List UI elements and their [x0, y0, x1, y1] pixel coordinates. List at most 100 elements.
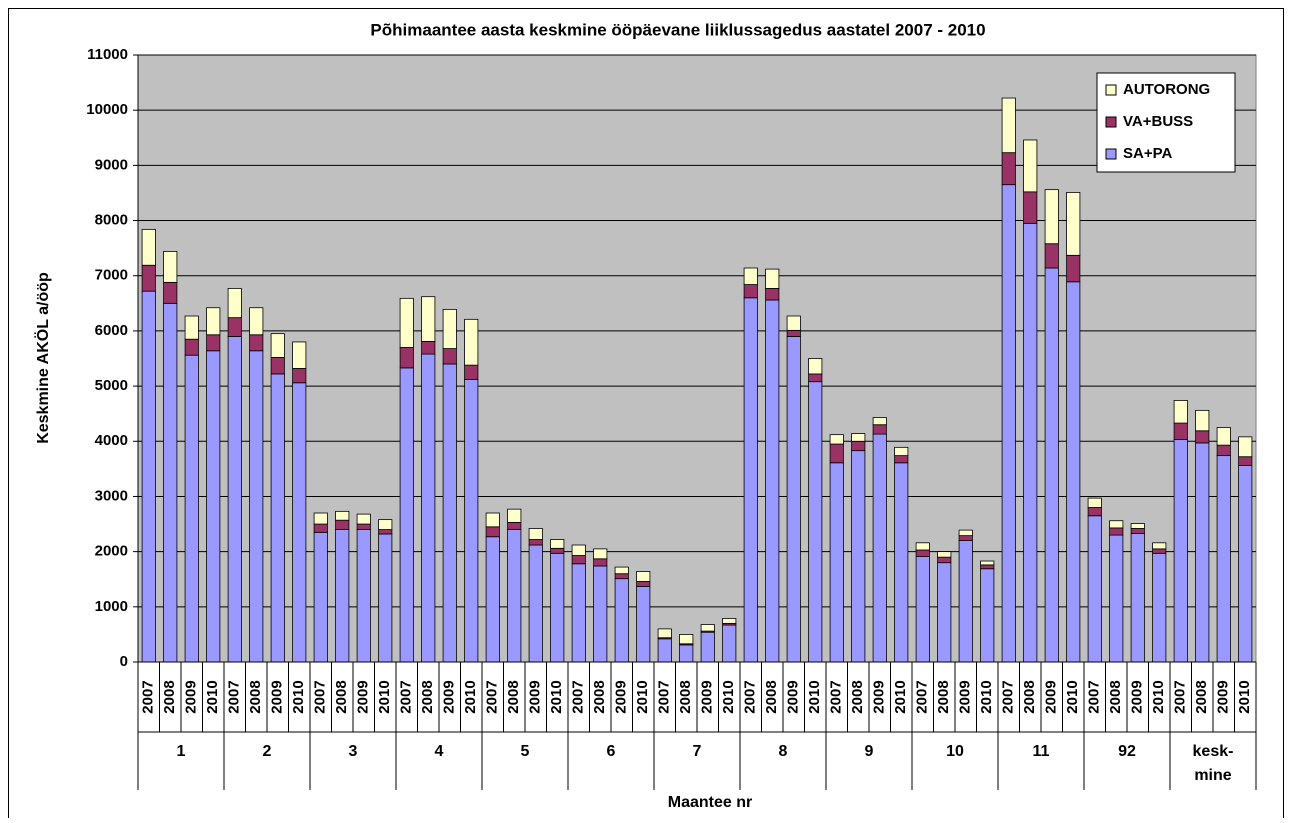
- bar-segment: [550, 539, 565, 549]
- bar-segment: [1216, 427, 1231, 446]
- bar-segment: [958, 540, 973, 663]
- bar-segment: [485, 512, 500, 528]
- x-tick-label: 2007: [1086, 680, 1103, 713]
- bar-segment: [829, 443, 844, 464]
- bar-segment: [335, 529, 350, 663]
- y-tick-label: 3000: [95, 487, 128, 504]
- bar-segment: [765, 288, 780, 301]
- bar-segment: [765, 299, 780, 663]
- bar-segment: [550, 547, 565, 554]
- x-tick-label: 2009: [785, 680, 802, 713]
- legend: AUTORONG VA+BUSS SA+PA: [1096, 72, 1236, 173]
- bar-segment: [980, 568, 995, 663]
- x-tick-label: 2007: [226, 680, 243, 713]
- legend-box: [1096, 72, 1236, 173]
- x-tick-label: 2009: [613, 680, 630, 713]
- bar-segment: [356, 529, 371, 663]
- bar-segment: [507, 521, 522, 530]
- x-tick-label: 2008: [333, 680, 350, 713]
- y-tick-label: 6000: [95, 322, 128, 339]
- bar-segment: [894, 455, 909, 464]
- bar-segment: [700, 624, 715, 632]
- bar-segment: [679, 644, 694, 663]
- bar-segment: [743, 284, 758, 299]
- x-tick-label: 2009: [871, 680, 888, 713]
- bar-segment: [894, 446, 909, 457]
- bar-segment: [206, 334, 221, 352]
- group-label: 92: [1118, 743, 1136, 760]
- x-tick-label: 2008: [849, 680, 866, 713]
- bar-segment: [528, 544, 543, 663]
- x-tick-label: 2008: [591, 680, 608, 713]
- x-tick-label: 2009: [957, 680, 974, 713]
- bar-segment: [743, 267, 758, 285]
- bar-segment: [1173, 422, 1188, 441]
- x-tick-label: 2010: [462, 680, 479, 713]
- bar-segment: [550, 552, 565, 663]
- bar-segment: [636, 586, 651, 663]
- bar-segment: [915, 556, 930, 663]
- bar-segment: [464, 379, 479, 663]
- bar-segment: [1173, 400, 1188, 424]
- bar-segment: [292, 341, 307, 369]
- x-tick-label: 2007: [484, 680, 501, 713]
- chart-border: [8, 8, 1284, 823]
- x-tick-label: 2009: [699, 680, 716, 713]
- bar-segment: [808, 373, 823, 383]
- x-tick-label: 2007: [914, 680, 931, 713]
- x-tick-label: 2010: [376, 680, 393, 713]
- legend-label: SA+PA: [1123, 145, 1172, 162]
- bar-segment: [915, 549, 930, 558]
- group-label: 3: [348, 743, 358, 760]
- bar-segment: [1152, 552, 1167, 663]
- bar-segment: [249, 334, 264, 352]
- bar-segment: [442, 363, 457, 663]
- bar-segment: [1173, 439, 1188, 663]
- bar-segment: [700, 631, 715, 663]
- bar-segment: [872, 417, 887, 426]
- bar-segment: [980, 564, 995, 570]
- x-tick-label: 2009: [441, 680, 458, 713]
- group-label: 8: [778, 743, 788, 760]
- bar-segment: [937, 556, 952, 564]
- bar-segment: [1066, 281, 1081, 663]
- bar-segment: [872, 433, 887, 663]
- bar-segment: [593, 558, 608, 567]
- bar-segment: [163, 302, 178, 663]
- bar-segment: [313, 531, 328, 663]
- bar-segment: [1001, 97, 1016, 154]
- bar-segment: [227, 336, 242, 663]
- bar-segment: [1238, 465, 1253, 663]
- bar-segment: [958, 535, 973, 541]
- legend-swatch: [1105, 116, 1117, 128]
- x-tick-label: 2009: [183, 680, 200, 713]
- bar-segment: [421, 296, 436, 342]
- bar-segment: [1087, 507, 1102, 517]
- bar-segment: [227, 288, 242, 319]
- bar-segment: [528, 539, 543, 546]
- bar-segment: [786, 315, 801, 331]
- x-tick-label: 2010: [978, 680, 995, 713]
- bar-segment: [657, 638, 672, 663]
- bar-segment: [851, 450, 866, 663]
- bar-segment: [614, 578, 629, 663]
- x-tick-label: 2010: [1064, 680, 1081, 713]
- bar-segment: [485, 526, 500, 538]
- bar-segment: [507, 529, 522, 663]
- bar-segment: [141, 228, 156, 266]
- x-tick-label: 2008: [419, 680, 436, 713]
- bar-segment: [829, 462, 844, 663]
- bar-segment: [378, 529, 393, 535]
- bar-segment: [851, 433, 866, 442]
- x-tick-label: 2007: [398, 680, 415, 713]
- legend-label: AUTORONG: [1123, 81, 1210, 98]
- bar-segment: [808, 381, 823, 663]
- x-axis-label: Maantee nr: [668, 794, 752, 811]
- x-tick-label: 2010: [204, 680, 221, 713]
- legend-swatch: [1105, 84, 1117, 96]
- x-tick-label: 2007: [742, 680, 759, 713]
- bar-segment: [1023, 222, 1038, 663]
- x-tick-label: 2008: [505, 680, 522, 713]
- bar-segment: [249, 307, 264, 336]
- bar-segment: [786, 329, 801, 337]
